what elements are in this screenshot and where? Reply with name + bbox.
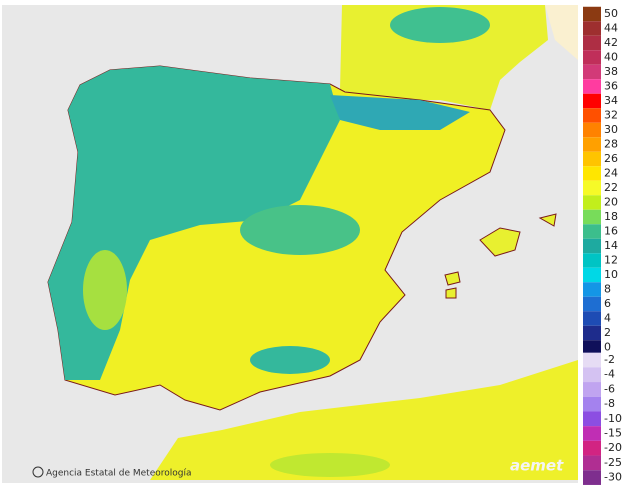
terrain <box>83 250 127 330</box>
island <box>538 213 557 227</box>
legend-swatch <box>583 455 601 471</box>
legend-swatch <box>583 470 601 485</box>
legend-label: 38 <box>604 65 618 78</box>
legend-label: 4 <box>604 312 611 325</box>
africa <box>150 360 578 480</box>
legend-label: -10 <box>604 412 622 425</box>
legend-swatch <box>583 137 601 152</box>
terrain <box>390 7 490 43</box>
legend-swatch <box>583 93 601 109</box>
legend-label: -8 <box>604 397 615 410</box>
legend-label: 28 <box>604 138 618 151</box>
legend-swatch <box>583 79 601 94</box>
legend-label: 50 <box>604 7 618 20</box>
legend-label: -2 <box>604 353 615 366</box>
legend-label: 16 <box>604 225 618 238</box>
legend-swatch <box>583 411 601 427</box>
legend-swatch <box>583 122 601 138</box>
legend-label: 32 <box>604 109 618 122</box>
legend-swatch <box>583 426 601 441</box>
legend-swatch <box>583 238 601 254</box>
map: Agencia Estatal de Meteorología aemet <box>2 5 578 483</box>
legend-swatch <box>583 282 601 297</box>
legend-swatch <box>583 64 601 80</box>
legend-swatch <box>583 21 601 36</box>
legend-label: 12 <box>604 254 618 267</box>
legend-swatch <box>583 50 601 65</box>
attribution: Agencia Estatal de Meteorología <box>46 469 192 479</box>
legend-label: -30 <box>604 471 622 484</box>
legend-label: -6 <box>604 382 615 395</box>
legend-swatch <box>583 340 601 355</box>
legend-label: 10 <box>604 268 618 281</box>
island <box>479 227 521 257</box>
legend-swatch <box>583 325 601 341</box>
terrain <box>270 453 390 477</box>
out-of-range-area <box>545 5 578 60</box>
legend-label: 22 <box>604 181 618 194</box>
legend-swatch <box>583 180 601 196</box>
legend: 5044424038363432302826242220181614121086… <box>583 6 622 485</box>
legend-swatch <box>583 151 601 167</box>
legend-swatch <box>583 108 601 123</box>
terrain <box>330 95 470 130</box>
legend-label: 30 <box>604 123 618 136</box>
legend-label: -20 <box>604 441 622 454</box>
legend-swatch <box>583 253 601 268</box>
legend-swatch <box>583 296 601 312</box>
legend-label: 36 <box>604 80 618 93</box>
legend-swatch <box>583 195 601 210</box>
terrain <box>250 346 330 374</box>
legend-swatch <box>583 396 601 412</box>
legend-label: 42 <box>604 36 618 49</box>
legend-swatch <box>583 352 601 368</box>
copyright-icon <box>32 466 44 478</box>
legend-label: -25 <box>604 456 622 469</box>
island <box>445 287 457 299</box>
legend-label: -4 <box>604 368 615 381</box>
legend-label: 8 <box>604 283 611 296</box>
legend-swatch <box>583 311 601 326</box>
france <box>340 5 548 110</box>
legend-swatch <box>583 166 601 181</box>
legend-label: 34 <box>604 94 618 107</box>
logo: aemet <box>510 457 564 475</box>
legend-label: -15 <box>604 427 622 440</box>
legend-swatch <box>583 209 601 225</box>
legend-swatch <box>583 267 601 283</box>
legend-swatch <box>583 440 601 456</box>
legend-swatch <box>583 224 601 239</box>
legend-label: 14 <box>604 239 618 252</box>
terrain <box>240 205 360 255</box>
legend-label: 26 <box>604 152 618 165</box>
legend-label: 24 <box>604 167 618 180</box>
legend-label: 40 <box>604 51 618 64</box>
legend-swatch <box>583 6 601 22</box>
legend-swatch <box>583 367 601 383</box>
legend-label: 6 <box>604 297 611 310</box>
island <box>444 271 461 286</box>
legend-label: 2 <box>604 326 611 339</box>
legend-label: 20 <box>604 196 618 209</box>
legend-swatch <box>583 35 601 51</box>
legend-swatch <box>583 382 601 397</box>
legend-label: 18 <box>604 210 618 223</box>
legend-label: 44 <box>604 22 618 35</box>
legend-label: 0 <box>604 341 611 354</box>
